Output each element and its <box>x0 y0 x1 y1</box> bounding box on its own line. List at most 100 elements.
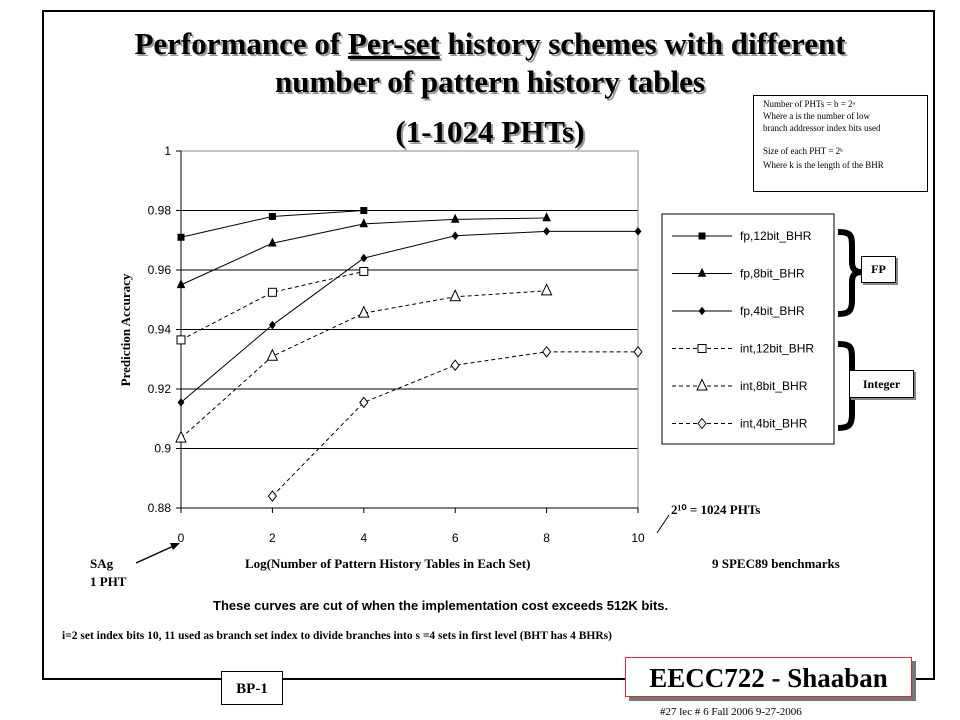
legend-box <box>661 213 835 445</box>
sag-label: SAg <box>90 556 114 571</box>
y-tick-label: 0.96 <box>148 263 172 277</box>
title-line-1: Performance of Per-set history schemes w… <box>60 26 920 62</box>
x-tick-label: 2 <box>269 531 276 545</box>
legend-item: fp,4bit_BHR <box>672 304 805 318</box>
chart-grid <box>181 150 638 509</box>
data-point <box>543 227 551 236</box>
title-post: history schemes with different <box>439 26 846 61</box>
data-point <box>698 232 706 240</box>
fp-brace <box>837 229 863 317</box>
series-int-12bit-bhr <box>176 266 369 345</box>
title-pre: Performance of <box>134 26 348 61</box>
series-fp-4bit-bhr <box>177 227 642 407</box>
legend-label: fp,8bit_BHR <box>740 267 805 281</box>
data-point <box>696 378 708 391</box>
legend-item: int,8bit_BHR <box>672 378 808 393</box>
legend-item: fp,8bit_BHR <box>672 267 805 281</box>
chart-legend: fp,12bit_BHR fp,8bit_BHR fp,4bit_BHR int,12… <box>661 213 835 445</box>
bp-label: BP-1 <box>221 671 283 705</box>
y-tick-label: 1 <box>164 144 171 158</box>
data-point <box>267 490 278 502</box>
data-point <box>359 218 369 228</box>
legend-item: fp,12bit_BHR <box>672 229 812 243</box>
legend-label: int,8bit_BHR <box>740 379 808 393</box>
y-tick-label: 0.94 <box>148 323 172 337</box>
data-point <box>449 289 461 302</box>
legend-label: fp,12bit_BHR <box>740 229 812 243</box>
data-point <box>359 266 369 276</box>
data-point <box>542 212 551 222</box>
data-point <box>360 207 368 214</box>
x-tick-label: 0 <box>178 531 185 545</box>
legend-item: int,12bit_BHR <box>672 342 814 356</box>
course-banner: EECC722 - Shaaban <box>625 657 912 697</box>
data-point <box>268 212 276 220</box>
index-note: i=2 set index bits 10, 11 used as branch… <box>62 630 612 642</box>
series-line <box>272 351 638 497</box>
data-point <box>175 430 187 443</box>
legend-label: int,4bit_BHR <box>740 417 808 431</box>
note-line: Number of PHTs = b = 2ᵃ <box>763 99 855 109</box>
data-point <box>177 398 185 407</box>
legend-label: fp,4bit_BHR <box>740 304 805 318</box>
cut-note: These curves are cut of when the impleme… <box>213 598 669 613</box>
sag-arrow-line <box>135 543 179 564</box>
data-point <box>451 231 459 241</box>
series-int-4bit-bhr <box>267 346 643 502</box>
series-line <box>180 230 638 403</box>
data-point <box>268 320 276 330</box>
series-int-8bit-bhr <box>175 283 553 443</box>
x-axis-label: Log(Number of Pattern History Tables in … <box>245 556 531 571</box>
legend-item: int,4bit_BHR <box>672 417 808 431</box>
data-point <box>267 287 277 297</box>
data-point <box>697 417 707 430</box>
x-tick-label: 8 <box>543 531 550 545</box>
data-point <box>540 283 553 296</box>
slide-frame <box>42 10 935 680</box>
note-line: Where a is the number of low <box>763 111 870 121</box>
series-fp-8bit-bhr <box>176 212 551 289</box>
title-line-2: number of pattern history tables <box>275 64 705 99</box>
note-line: Size of each PHT = 2ᵏ <box>763 146 843 156</box>
sag-arrow-head <box>170 543 180 550</box>
data-point <box>541 346 552 358</box>
title-line-3: (1-1024 PHTs) <box>395 114 585 149</box>
data-point <box>634 227 642 236</box>
integer-label-box: Integer <box>849 370 914 398</box>
data-point <box>177 233 185 241</box>
y-tick-label: 0.92 <box>148 382 172 396</box>
slide-footer: #27 lec # 6 Fall 2006 9-27-2006 <box>660 706 802 718</box>
x-tick-label: 4 <box>360 531 367 545</box>
benchmarks-label: 9 SPEC89 benchmarks <box>712 556 840 571</box>
x-tick-label: 6 <box>452 531 459 545</box>
y-tick-label: 0.9 <box>154 442 171 456</box>
data-point <box>698 306 706 316</box>
chart-series <box>175 207 643 502</box>
y-axis-label: Prediction Accuracy <box>118 273 133 386</box>
data-point <box>697 267 707 277</box>
pht-note-box: Number of PHTs = b = 2ᵃ Where a is the n… <box>753 95 928 192</box>
data-point <box>450 359 460 372</box>
y-tick-label: 0.98 <box>148 204 172 218</box>
data-point <box>176 335 186 345</box>
title-underlined: Per-set <box>347 26 440 61</box>
note-line: branch addressor index bits used <box>763 123 881 133</box>
data-point <box>633 346 643 358</box>
annotation-1024: 2¹⁰ = 1024 PHTs <box>671 502 761 517</box>
x-tick-label: 10 <box>631 531 645 545</box>
series-fp-12bit-bhr <box>177 207 368 241</box>
sag-sublabel: 1 PHT <box>90 574 127 589</box>
note-line: Where k is the length of the BHR <box>763 160 884 170</box>
data-point <box>697 344 707 353</box>
data-point <box>360 253 368 263</box>
data-point <box>358 305 370 318</box>
data-point <box>450 213 460 223</box>
data-point <box>359 396 369 409</box>
data-point <box>176 279 186 289</box>
fp-label-box: FP <box>861 256 896 283</box>
data-point <box>268 237 277 247</box>
annotation-1024-line <box>656 514 670 534</box>
y-tick-label: 0.88 <box>148 501 172 515</box>
